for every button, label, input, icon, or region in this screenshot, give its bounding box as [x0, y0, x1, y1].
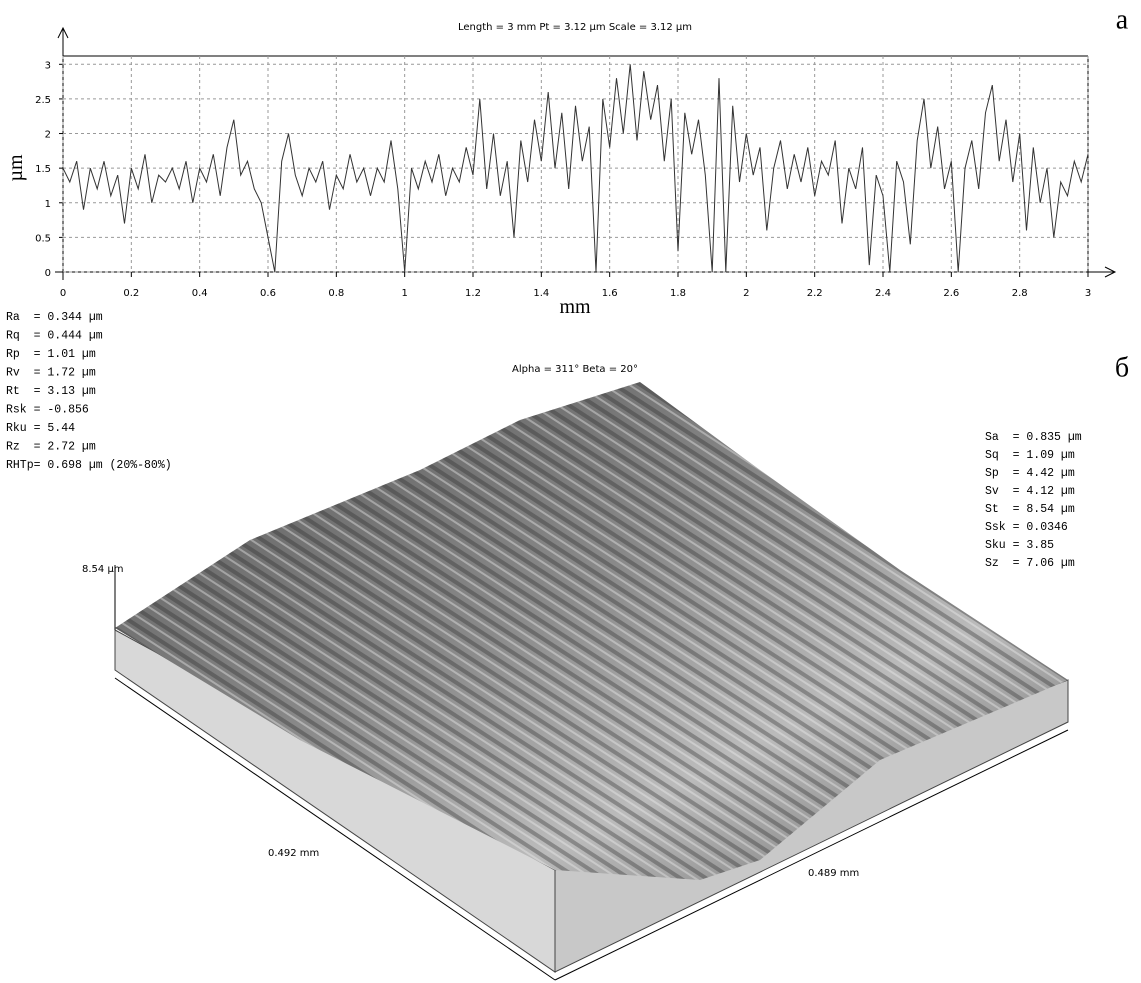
surface-title: Alpha = 311° Beta = 20° [512, 364, 638, 375]
y-tick-label: 0.5 [35, 233, 51, 244]
x-tick-label: 0 [60, 288, 66, 299]
panel-label: б [1115, 352, 1129, 383]
panel-label: а [1116, 4, 1129, 35]
y-tick-label: 1.5 [35, 164, 51, 175]
x-tick-label: 0.6 [260, 288, 276, 299]
y-tick-label: 3 [45, 60, 51, 71]
x-tick-label: 1.4 [533, 288, 549, 299]
y-axis-label: µm [5, 154, 27, 182]
surface-texture [115, 382, 1068, 880]
param-line: Ra = 0.344 µm [6, 311, 103, 324]
param-line: Sv = 4.12 µm [985, 485, 1075, 498]
param-line: Rku = 5.44 [6, 422, 75, 435]
param-line: Rq = 0.444 µm [6, 330, 103, 343]
param-line: RHTp= 0.698 µm (20%-80%) [6, 459, 172, 472]
param-line: Rsk = -0.856 [6, 404, 89, 417]
x-tick-label: 1.6 [602, 288, 618, 299]
x-tick-label: 1 [401, 288, 407, 299]
param-line: Rv = 1.72 µm [6, 367, 96, 380]
chart-title: Length = 3 mm Pt = 3.12 µm Scale = 3.12 … [458, 22, 692, 33]
param-line: Rt = 3.13 µm [6, 385, 96, 398]
param-line: Sz = 7.06 µm [985, 557, 1075, 570]
y-tick-label: 1 [45, 199, 51, 210]
x-tick-label: 2 [743, 288, 749, 299]
x-tick-label: 0.2 [123, 288, 139, 299]
x-tick-label: 0.4 [192, 288, 208, 299]
param-line: Sku = 3.85 [985, 539, 1054, 552]
y-tick-label: 0 [45, 268, 51, 279]
figure: а б Length = 3 mm Pt = 3.12 µm Scale = 3… [0, 0, 1141, 983]
param-line: Sq = 1.09 µm [985, 449, 1075, 462]
surface-y-label: 0.489 mm [808, 868, 859, 879]
param-line: Sp = 4.42 µm [985, 467, 1075, 480]
x-tick-label: 2.8 [1012, 288, 1028, 299]
param-line: Ssk = 0.0346 [985, 521, 1068, 534]
y-tick-label: 2.5 [35, 95, 51, 106]
x-tick-label: 2.2 [807, 288, 823, 299]
param-line: Rp = 1.01 µm [6, 348, 96, 361]
x-tick-label: 2.4 [875, 288, 891, 299]
param-line: St = 8.54 µm [985, 503, 1075, 516]
z-axis-label: 8.54 µm [82, 564, 124, 575]
surface-x-label: 0.492 mm [268, 848, 319, 859]
param-line: Rz = 2.72 µm [6, 441, 96, 454]
surface-params: Sa = 0.835 µm Sq = 1.09 µm Sp = 4.42 µm Sv … [985, 431, 1082, 570]
x-tick-label: 2.6 [943, 288, 959, 299]
y-tick-label: 2 [45, 130, 51, 141]
x-axis-label: mm [559, 296, 591, 318]
x-tick-label: 3 [1085, 288, 1091, 299]
page: а б Length = 3 mm Pt = 3.12 µm Scale = 3… [0, 0, 1141, 983]
x-tick-label: 1.8 [670, 288, 686, 299]
param-line: Sa = 0.835 µm [985, 431, 1082, 444]
x-tick-label: 0.8 [328, 288, 344, 299]
x-tick-label: 1.2 [465, 288, 481, 299]
profile-params: Ra = 0.344 µm Rq = 0.444 µm Rp = 1.01 µm Rv… [6, 311, 172, 472]
surface-3d [115, 382, 1068, 980]
